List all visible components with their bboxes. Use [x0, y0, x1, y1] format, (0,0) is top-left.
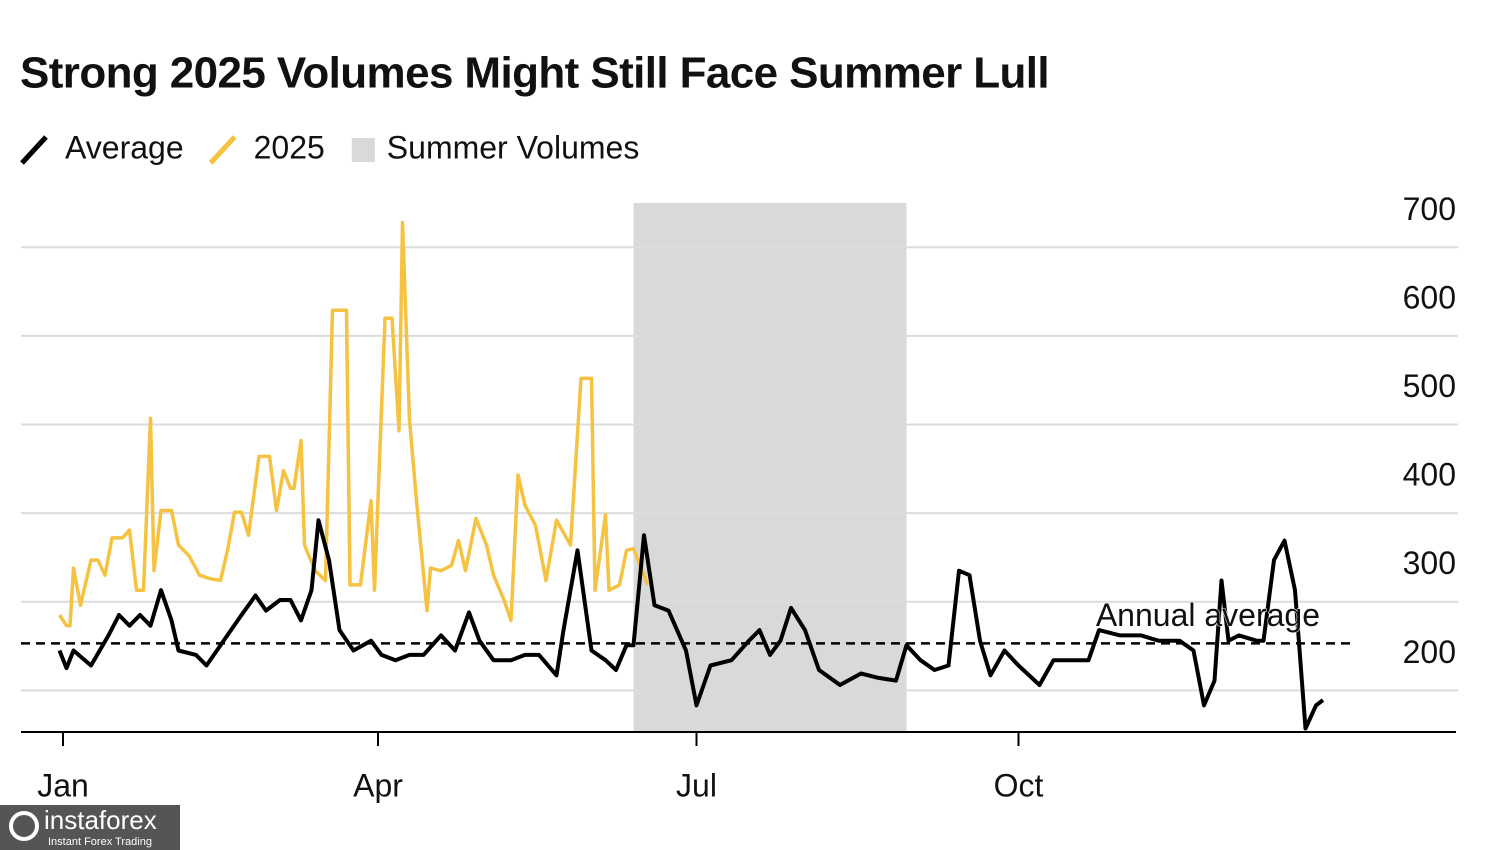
- y-tick-label: 600: [1403, 279, 1456, 315]
- watermark-brand: instaforex: [44, 805, 157, 835]
- legend-label: Average: [65, 129, 184, 165]
- y-tick-label: 200: [1403, 634, 1456, 670]
- y-tick-label: 400: [1403, 457, 1456, 493]
- legend-icon: [20, 135, 48, 165]
- x-tick-label: Apr: [353, 767, 403, 803]
- legend-icon: [351, 138, 375, 162]
- annual-average-label: Annual average: [1096, 597, 1320, 633]
- chart-title: Strong 2025 Volumes Might Still Face Sum…: [20, 49, 1049, 98]
- legend: Average 2025 Summer Volumes: [20, 129, 640, 165]
- legend-label: Summer Volumes: [387, 129, 640, 165]
- legend-icon: [208, 135, 237, 165]
- y-tick-label: 700: [1403, 191, 1456, 227]
- series-line: [57, 518, 1325, 731]
- series-line: [58, 220, 650, 628]
- plot-area: 200 300 400 500 600 700 Jan Apr Jul Oct Annual ave…: [21, 191, 1458, 803]
- legend-label: 2025: [254, 129, 325, 165]
- y-tick-label: 500: [1403, 368, 1456, 404]
- watermark-tagline: Instant Forex Trading: [48, 836, 152, 848]
- x-tick-label: Oct: [994, 767, 1044, 803]
- watermark: instaforex Instant Forex Trading: [0, 805, 180, 850]
- x-tick-label: Jul: [676, 767, 717, 803]
- x-tick-label: Jan: [37, 767, 89, 803]
- y-tick-label: 300: [1403, 545, 1456, 581]
- watermark-icon: [9, 811, 39, 841]
